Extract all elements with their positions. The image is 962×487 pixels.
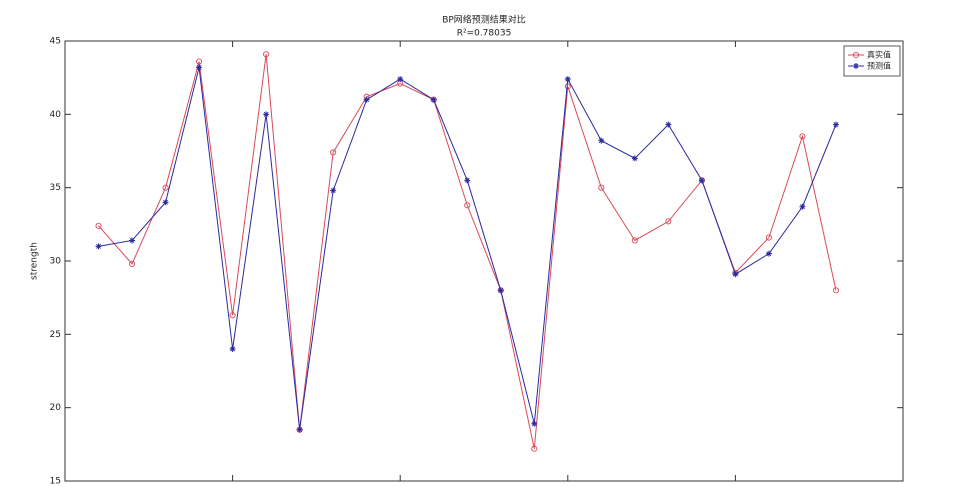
chart-subtitle: R²=0.78035: [457, 29, 512, 39]
y-tick-label: 45: [50, 37, 61, 47]
axes-box: [64, 40, 904, 482]
y-tick-label: 25: [50, 330, 61, 340]
data-point: [464, 177, 471, 184]
y-tick-label: 40: [50, 110, 62, 120]
series-line: [98, 67, 837, 430]
data-point: [397, 76, 404, 83]
legend-box: [843, 45, 901, 77]
data-point: [330, 187, 337, 194]
data-point: [564, 76, 571, 83]
data-point: [196, 58, 203, 65]
data-point: [296, 426, 303, 433]
data-point: [363, 96, 370, 103]
data-point: [765, 250, 772, 257]
data-point: [95, 222, 102, 229]
data-point: [464, 202, 471, 209]
data-point: [598, 184, 605, 191]
data-point: [162, 184, 169, 191]
legend-label: 真实值: [867, 50, 891, 60]
y-tick-label: 15: [50, 477, 61, 487]
legend-label: 预测值: [867, 61, 891, 71]
y-axis-label: strength: [30, 242, 40, 280]
data-point: [330, 149, 337, 156]
data-point: [128, 260, 136, 267]
data-point: [665, 218, 672, 225]
legend-marker: [852, 51, 860, 59]
data-point: [832, 287, 840, 294]
data-point: [497, 287, 504, 294]
data-point: [765, 234, 772, 241]
data-point: [196, 64, 203, 71]
data-point: [263, 51, 270, 58]
data-point: [430, 96, 437, 103]
data-point: [799, 203, 806, 210]
data-point: [832, 121, 839, 128]
series-line: [98, 54, 837, 449]
data-point: [631, 155, 638, 162]
data-point: [598, 137, 605, 144]
y-tick-label: 35: [50, 183, 61, 193]
y-tick-label: 20: [50, 403, 62, 413]
data-point: [229, 346, 236, 352]
data-point: [732, 271, 739, 278]
legend-marker: [853, 63, 859, 69]
chart-title: BP网络预测结果对比: [442, 14, 526, 26]
data-point: [531, 420, 538, 427]
data-point: [799, 133, 806, 140]
data-point: [698, 177, 705, 184]
data-point: [95, 243, 102, 250]
data-point: [129, 237, 136, 244]
data-point: [665, 121, 672, 128]
data-point: [229, 312, 236, 319]
data-point: [263, 111, 270, 118]
data-point: [531, 445, 538, 452]
data-point: [162, 199, 169, 206]
data-point: [631, 237, 638, 244]
y-tick-label: 30: [50, 257, 62, 267]
